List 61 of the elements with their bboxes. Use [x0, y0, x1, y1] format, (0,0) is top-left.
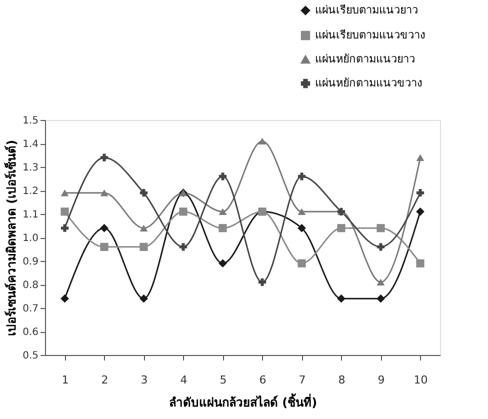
y-tick-label: 0.6 — [22, 327, 38, 338]
x-tick-label: 4 — [180, 374, 188, 386]
y-tick-label: 1.5 — [22, 116, 38, 126]
point — [100, 242, 108, 251]
point — [258, 138, 266, 145]
point — [140, 189, 148, 197]
point — [100, 189, 108, 196]
y-tick-label: 0.5 — [22, 350, 38, 362]
point — [60, 208, 69, 216]
point — [258, 278, 266, 286]
y-tick-label: 1.3 — [22, 162, 38, 174]
y-tick-label: 1.4 — [22, 139, 38, 150]
point — [298, 224, 306, 232]
point — [376, 224, 385, 232]
point — [140, 224, 148, 232]
point — [218, 208, 227, 216]
point — [416, 189, 424, 197]
point — [140, 242, 148, 251]
y-tick-label: 1.0 — [22, 233, 38, 244]
point — [337, 294, 346, 303]
legend-label: แผ่นหยักตามแนวขวาง — [315, 76, 422, 90]
x-tick-label: 3 — [140, 374, 148, 386]
point — [218, 259, 227, 268]
point — [298, 259, 306, 268]
point — [100, 224, 108, 232]
point — [416, 154, 424, 162]
legend-label: แผ่นหยักตามแนวยาว — [315, 52, 415, 66]
point — [179, 208, 188, 216]
x-tick-label: 2 — [101, 374, 108, 386]
y-axis-title: เปอร์เซนต์ความผิดพลาด (เปอร์เซ็นต์) — [4, 140, 19, 336]
point — [140, 294, 148, 303]
point — [416, 207, 424, 216]
point — [179, 243, 188, 251]
point — [337, 224, 346, 232]
x-tick-label: 5 — [220, 374, 227, 386]
y-tick-label: 0.7 — [22, 304, 38, 314]
legend-label: แผ่นเรียบตามแนวยาว — [315, 4, 418, 16]
y-tick-label: 0.9 — [22, 256, 38, 268]
y-tick-label: 1.2 — [22, 186, 38, 197]
point — [376, 243, 385, 251]
x-tick-label: 8 — [338, 374, 346, 386]
x-tick-label: 9 — [378, 374, 385, 386]
point — [298, 172, 306, 180]
point — [218, 172, 227, 180]
point — [298, 208, 306, 216]
point — [60, 294, 69, 303]
point — [100, 154, 108, 162]
point — [218, 224, 227, 232]
x-tick-label: 6 — [259, 374, 266, 386]
x-tick-label: 1 — [62, 374, 69, 386]
point — [416, 259, 424, 268]
x-tick-label: 10 — [414, 374, 428, 386]
point — [60, 224, 69, 232]
point — [60, 189, 69, 196]
x-axis-title: ลำดับแผ่นกล้วยสไลด์ (ชิ้นที่) — [168, 392, 318, 410]
legend-label: แผ่นเรียบตามแนวขวาง — [315, 28, 425, 42]
y-tick-label: 0.8 — [22, 280, 38, 291]
point — [376, 294, 385, 303]
y-tick-label: 1.1 — [22, 210, 38, 220]
x-tick-label: 7 — [298, 374, 306, 386]
point — [376, 278, 385, 286]
